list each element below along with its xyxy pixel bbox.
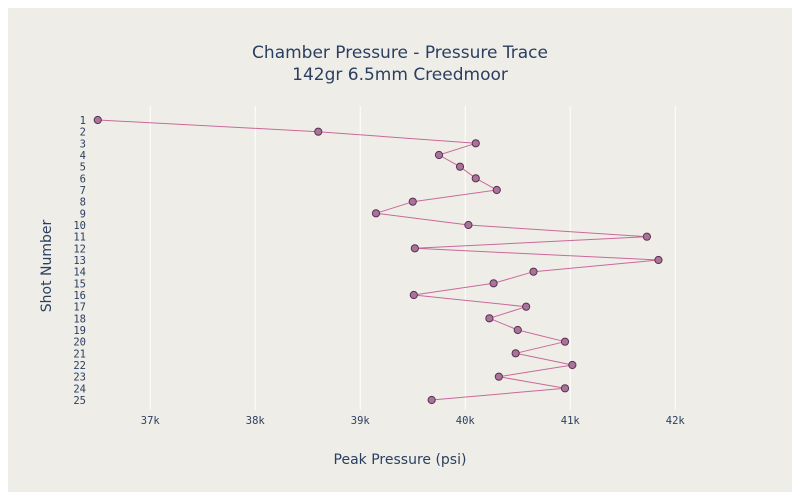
chart-frame: 37k 38k 39k 40k 41k 42k 1 2 3 4 5 6 7 8 9 10 11 12 13 14 15… (8, 8, 792, 492)
data-point-shot-13 (654, 255, 663, 265)
y-tick-label: 21 (73, 348, 86, 360)
data-point-shot-17 (522, 302, 531, 311)
data-point-shot-19 (513, 325, 522, 335)
data-point-shot-1 (93, 115, 102, 125)
y-tick-label: 16 (73, 290, 86, 302)
y-tick-label: 25 (73, 395, 86, 407)
y-tick-label: 19 (73, 325, 86, 337)
y-tick-label: 2 (80, 127, 86, 139)
x-tick-label: 41k (561, 415, 581, 427)
y-tick-label: 10 (73, 220, 86, 232)
data-point-shot-16 (409, 290, 418, 300)
data-point-shot-6 (471, 174, 480, 183)
y-tick-label: 23 (73, 372, 86, 384)
data-point-shot-20 (560, 337, 570, 346)
data-point-shot-11 (642, 232, 652, 241)
y-tick-label: 1 (80, 115, 86, 127)
chart-title: Chamber Pressure - Pressure Trace (252, 43, 548, 63)
data-point-shot-22 (568, 360, 577, 370)
x-axis-tick-labels: 37k 38k 39k 40k 41k 42k (141, 415, 686, 427)
pressure-trace-line (97, 119, 659, 401)
y-tick-label: 13 (73, 255, 86, 267)
y-tick-label: 14 (73, 267, 86, 279)
y-tick-label: 15 (73, 278, 86, 290)
y-tick-label: 7 (80, 185, 86, 197)
data-point-shot-15 (489, 279, 498, 288)
data-point-shot-23 (494, 372, 503, 381)
y-axis-tick-labels: 1234567891011121314151617181920212223242… (73, 115, 86, 407)
data-point-shot-3 (471, 139, 480, 148)
chart-subtitle: 142gr 6.5mm Creedmoor (292, 65, 508, 85)
y-tick-label: 18 (73, 313, 86, 325)
x-tick-label: 40k (456, 415, 476, 427)
y-tick-label: 9 (80, 208, 86, 220)
y-tick-label: 11 (73, 232, 86, 244)
x-tick-label: 37k (141, 415, 161, 427)
data-point-shot-21 (511, 349, 520, 358)
y-tick-label: 17 (73, 302, 86, 314)
y-tick-label: 8 (80, 197, 86, 209)
y-tick-label: 22 (73, 360, 86, 372)
y-tick-label: 3 (80, 138, 86, 150)
y-tick-label: 4 (80, 150, 86, 162)
y-tick-label: 20 (73, 337, 86, 349)
data-point-shot-14 (529, 267, 538, 276)
y-tick-label: 6 (80, 173, 86, 185)
gridlines (149, 106, 676, 410)
data-point-shot-9 (371, 209, 381, 218)
y-tick-label: 5 (80, 162, 86, 174)
data-point-shot-18 (485, 314, 494, 323)
y-tick-label: 24 (73, 383, 86, 395)
x-axis-title: Peak Pressure (psi) (334, 452, 467, 468)
data-point-shot-4 (434, 150, 444, 160)
data-point-shot-8 (408, 197, 417, 206)
data-point-shot-24 (560, 384, 570, 393)
data-point-shot-10 (464, 220, 473, 230)
x-tick-label: 42k (666, 415, 686, 427)
data-point-shot-2 (314, 127, 323, 136)
data-point-shot-7 (492, 185, 501, 195)
y-axis-title: Shot Number (39, 220, 55, 313)
x-tick-label: 38k (246, 415, 266, 427)
x-tick-label: 39k (351, 415, 371, 427)
data-point-shot-25 (427, 395, 436, 405)
chart: 37k 38k 39k 40k 41k 42k 123456789101112131415… (39, 43, 686, 468)
data-point-shot-12 (410, 244, 419, 253)
data-markers (93, 115, 663, 405)
data-point-shot-5 (455, 162, 465, 171)
y-tick-label: 12 (73, 243, 86, 255)
